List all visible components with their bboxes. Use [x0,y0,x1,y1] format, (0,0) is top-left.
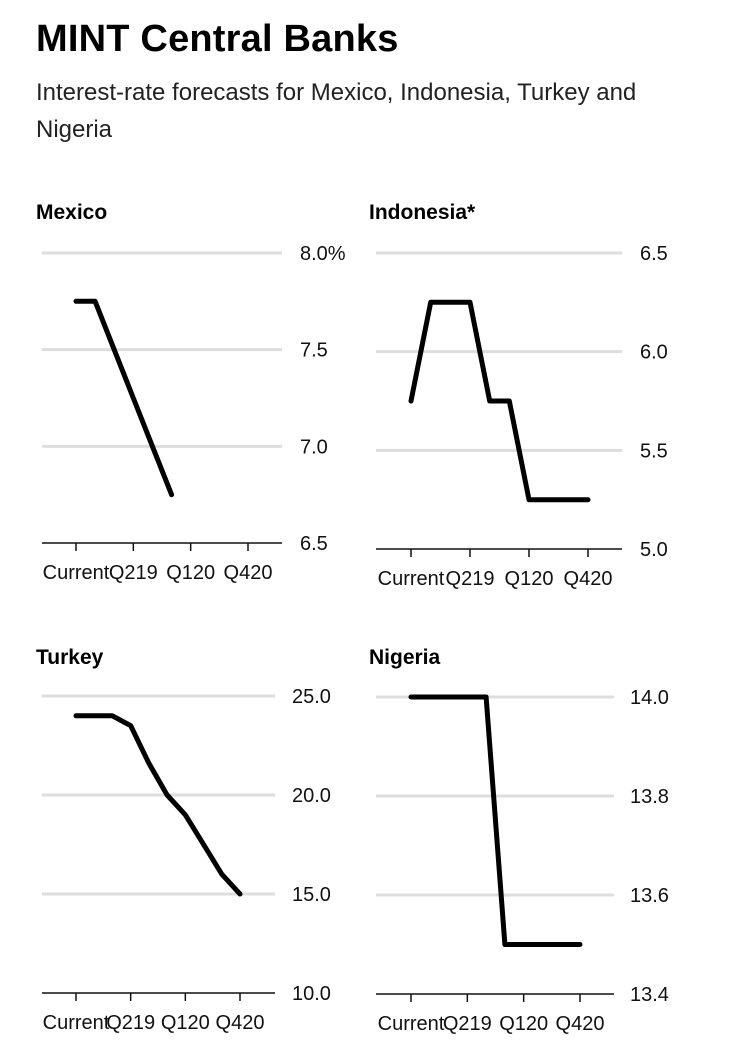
series-line-turkey [73,713,243,897]
chart-title-turkey: Turkey [36,646,104,669]
y-tick-label: 7.5 [300,340,328,362]
y-tick-label: 5.5 [640,440,668,462]
series-line-nigeria [408,694,583,947]
y-tick-label: 6.5 [300,533,328,555]
y-tick-label: 8.0% [300,243,346,265]
series-line-indonesia [408,299,591,503]
chart-title-indonesia: Indonesia* [369,201,476,224]
x-tick-label: Q420 [216,1012,265,1034]
x-tick-label: Q120 [505,568,554,590]
y-tick-label: 13.8 [630,786,669,808]
y-tick-label: 7.0 [300,436,328,458]
x-tick-label: Q219 [109,562,158,584]
y-tick-label: 10.0 [292,983,331,1005]
x-tick-label: Current [378,1013,445,1035]
y-tick-label: 20.0 [292,785,331,807]
y-tick-label: 15.0 [292,884,331,906]
chart-title-mexico: Mexico [36,201,108,224]
page-title: MINT Central Banks [36,18,399,60]
y-tick-label: 5.0 [640,539,668,561]
y-tick-label: 6.5 [640,243,668,265]
y-tick-label: 13.4 [630,984,669,1006]
y-tick-label: 6.0 [640,342,668,364]
x-tick-label: Q219 [106,1012,155,1034]
y-tick-label: 13.6 [630,885,669,907]
y-tick-label: 14.0 [630,687,669,709]
x-tick-label: Current [43,1012,110,1034]
page-subtitle: Interest-rate forecasts for Mexico, Indo… [36,79,637,143]
x-tick-label: Current [378,568,445,590]
chart-title-nigeria: Nigeria [369,646,441,669]
x-tick-label: Q420 [224,562,273,584]
x-tick-label: Q420 [564,568,613,590]
y-tick-label: 25.0 [292,686,331,708]
x-tick-label: Q120 [499,1013,548,1035]
x-tick-label: Q219 [443,1013,492,1035]
x-tick-label: Q219 [446,568,495,590]
series-line-mexico [73,298,175,498]
x-tick-label: Current [43,562,110,584]
x-tick-label: Q120 [166,562,215,584]
x-tick-label: Q420 [556,1013,605,1035]
x-tick-label: Q120 [161,1012,210,1034]
